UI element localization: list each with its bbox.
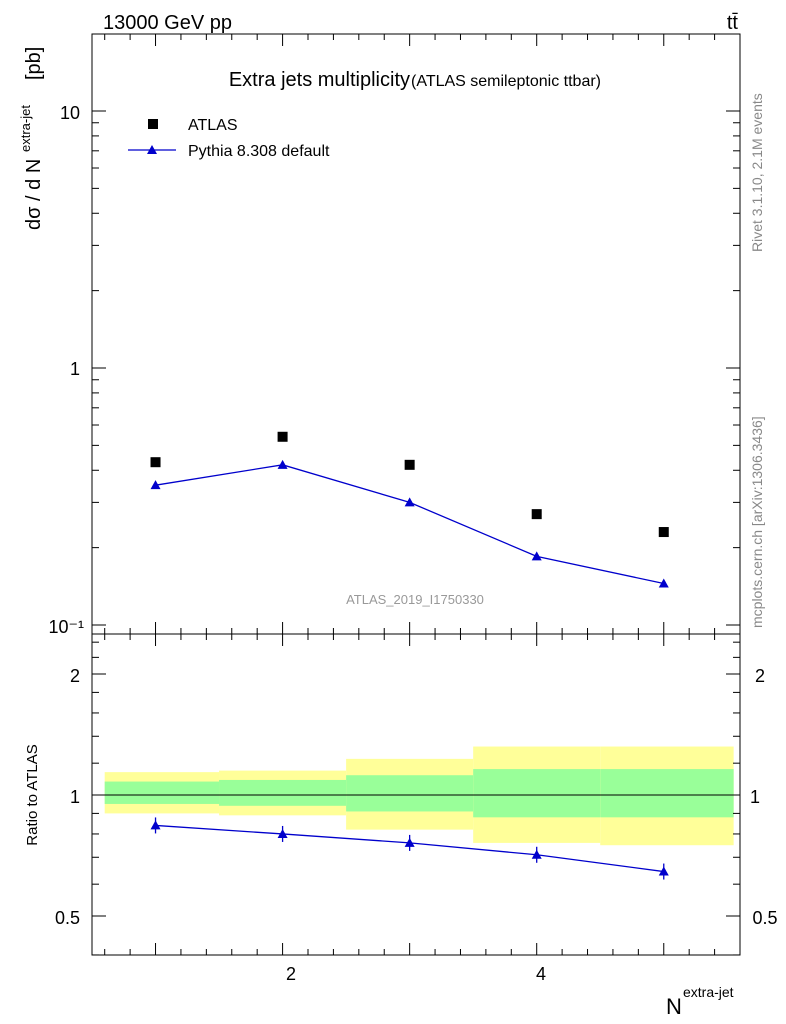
atlas-data-point bbox=[150, 457, 161, 468]
pythia-data-point bbox=[150, 480, 161, 490]
ratio-pythia-point bbox=[277, 828, 288, 838]
main-y-tick-label-10: 10 bbox=[60, 103, 80, 123]
chart-subtitle: (ATLAS semileptonic ttbar) bbox=[411, 73, 601, 90]
chart-title: Extra jets multiplicity bbox=[229, 69, 410, 91]
ratio-pythia-point bbox=[658, 866, 669, 876]
ratio-pythia-point bbox=[404, 837, 415, 847]
ratio-inner-band bbox=[104, 781, 220, 804]
main-y-axis-label: dσ / d N extra-jet [pb] bbox=[18, 47, 45, 230]
main-y-ticks bbox=[92, 110, 740, 626]
ratio-pythia-point bbox=[531, 849, 542, 859]
x-tick-label-2: 2 bbox=[286, 964, 296, 984]
ratio-series-group bbox=[150, 817, 669, 880]
pythia-line bbox=[155, 464, 664, 585]
legend-pythia-label: Pythia 8.308 default bbox=[188, 143, 330, 160]
pythia-data-point bbox=[658, 578, 669, 588]
x-axis-label: N bbox=[666, 994, 682, 1019]
pythia-data-point bbox=[404, 497, 415, 507]
legend-atlas-marker bbox=[148, 119, 158, 129]
ratio-bands-group bbox=[104, 746, 734, 846]
pythia-data-point bbox=[277, 459, 288, 469]
rivet-version-label: Rivet 3.1.10, 2.1M events bbox=[749, 93, 765, 252]
legend-atlas-label: ATLAS bbox=[188, 117, 238, 134]
pythia-data-point bbox=[531, 551, 542, 561]
legend-pythia-marker bbox=[147, 145, 157, 154]
ratio-y-axis-label: Ratio to ATLAS bbox=[24, 744, 41, 845]
atlas-data-point bbox=[531, 509, 542, 520]
x-tick-label-4: 4 bbox=[536, 964, 546, 984]
main-series-group bbox=[150, 431, 669, 588]
analysis-watermark: ATLAS_2019_I1750330 bbox=[346, 592, 484, 607]
x-axis-label-sup: extra-jet bbox=[683, 984, 734, 1000]
ratio-y-tick-label-0p5-right: 0.5 bbox=[752, 908, 777, 928]
ratio-y-tick-label-1-left: 1 bbox=[70, 787, 80, 807]
ratio-pythia-point bbox=[150, 820, 161, 830]
ratio-inner-band bbox=[600, 769, 734, 818]
ratio-inner-band bbox=[346, 775, 474, 812]
process-label: tt̄ bbox=[727, 12, 739, 34]
ratio-y-tick-label-0p5-left: 0.5 bbox=[55, 908, 80, 928]
energy-label: 13000 GeV pp bbox=[103, 12, 232, 34]
atlas-data-point bbox=[277, 431, 288, 442]
main-y-tick-label-0p1: 10⁻¹ bbox=[48, 617, 84, 637]
main-y-label-unit: [pb] bbox=[23, 47, 45, 80]
ratio-y-tick-label-1-right: 1 bbox=[750, 787, 760, 807]
ratio-y-tick-label-2-left: 2 bbox=[70, 666, 80, 686]
ratio-inner-band bbox=[219, 779, 347, 806]
main-y-label-sup: extra-jet bbox=[18, 105, 33, 152]
main-y-label-text: dσ / d N bbox=[23, 159, 45, 230]
ratio-inner-band bbox=[473, 769, 601, 818]
mcplots-label: mcplots.cern.ch [arXiv:1306.3436] bbox=[749, 416, 765, 628]
ratio-y-tick-label-2-right: 2 bbox=[755, 666, 765, 686]
legend: ATLAS Pythia 8.308 default bbox=[128, 117, 330, 160]
main-x-ticks bbox=[104, 34, 716, 634]
main-y-tick-label-1: 1 bbox=[70, 359, 80, 379]
ratio-y-ticks bbox=[92, 641, 740, 956]
ratio-x-ticks bbox=[104, 634, 716, 955]
atlas-data-point bbox=[404, 459, 415, 470]
atlas-data-point bbox=[658, 527, 669, 538]
